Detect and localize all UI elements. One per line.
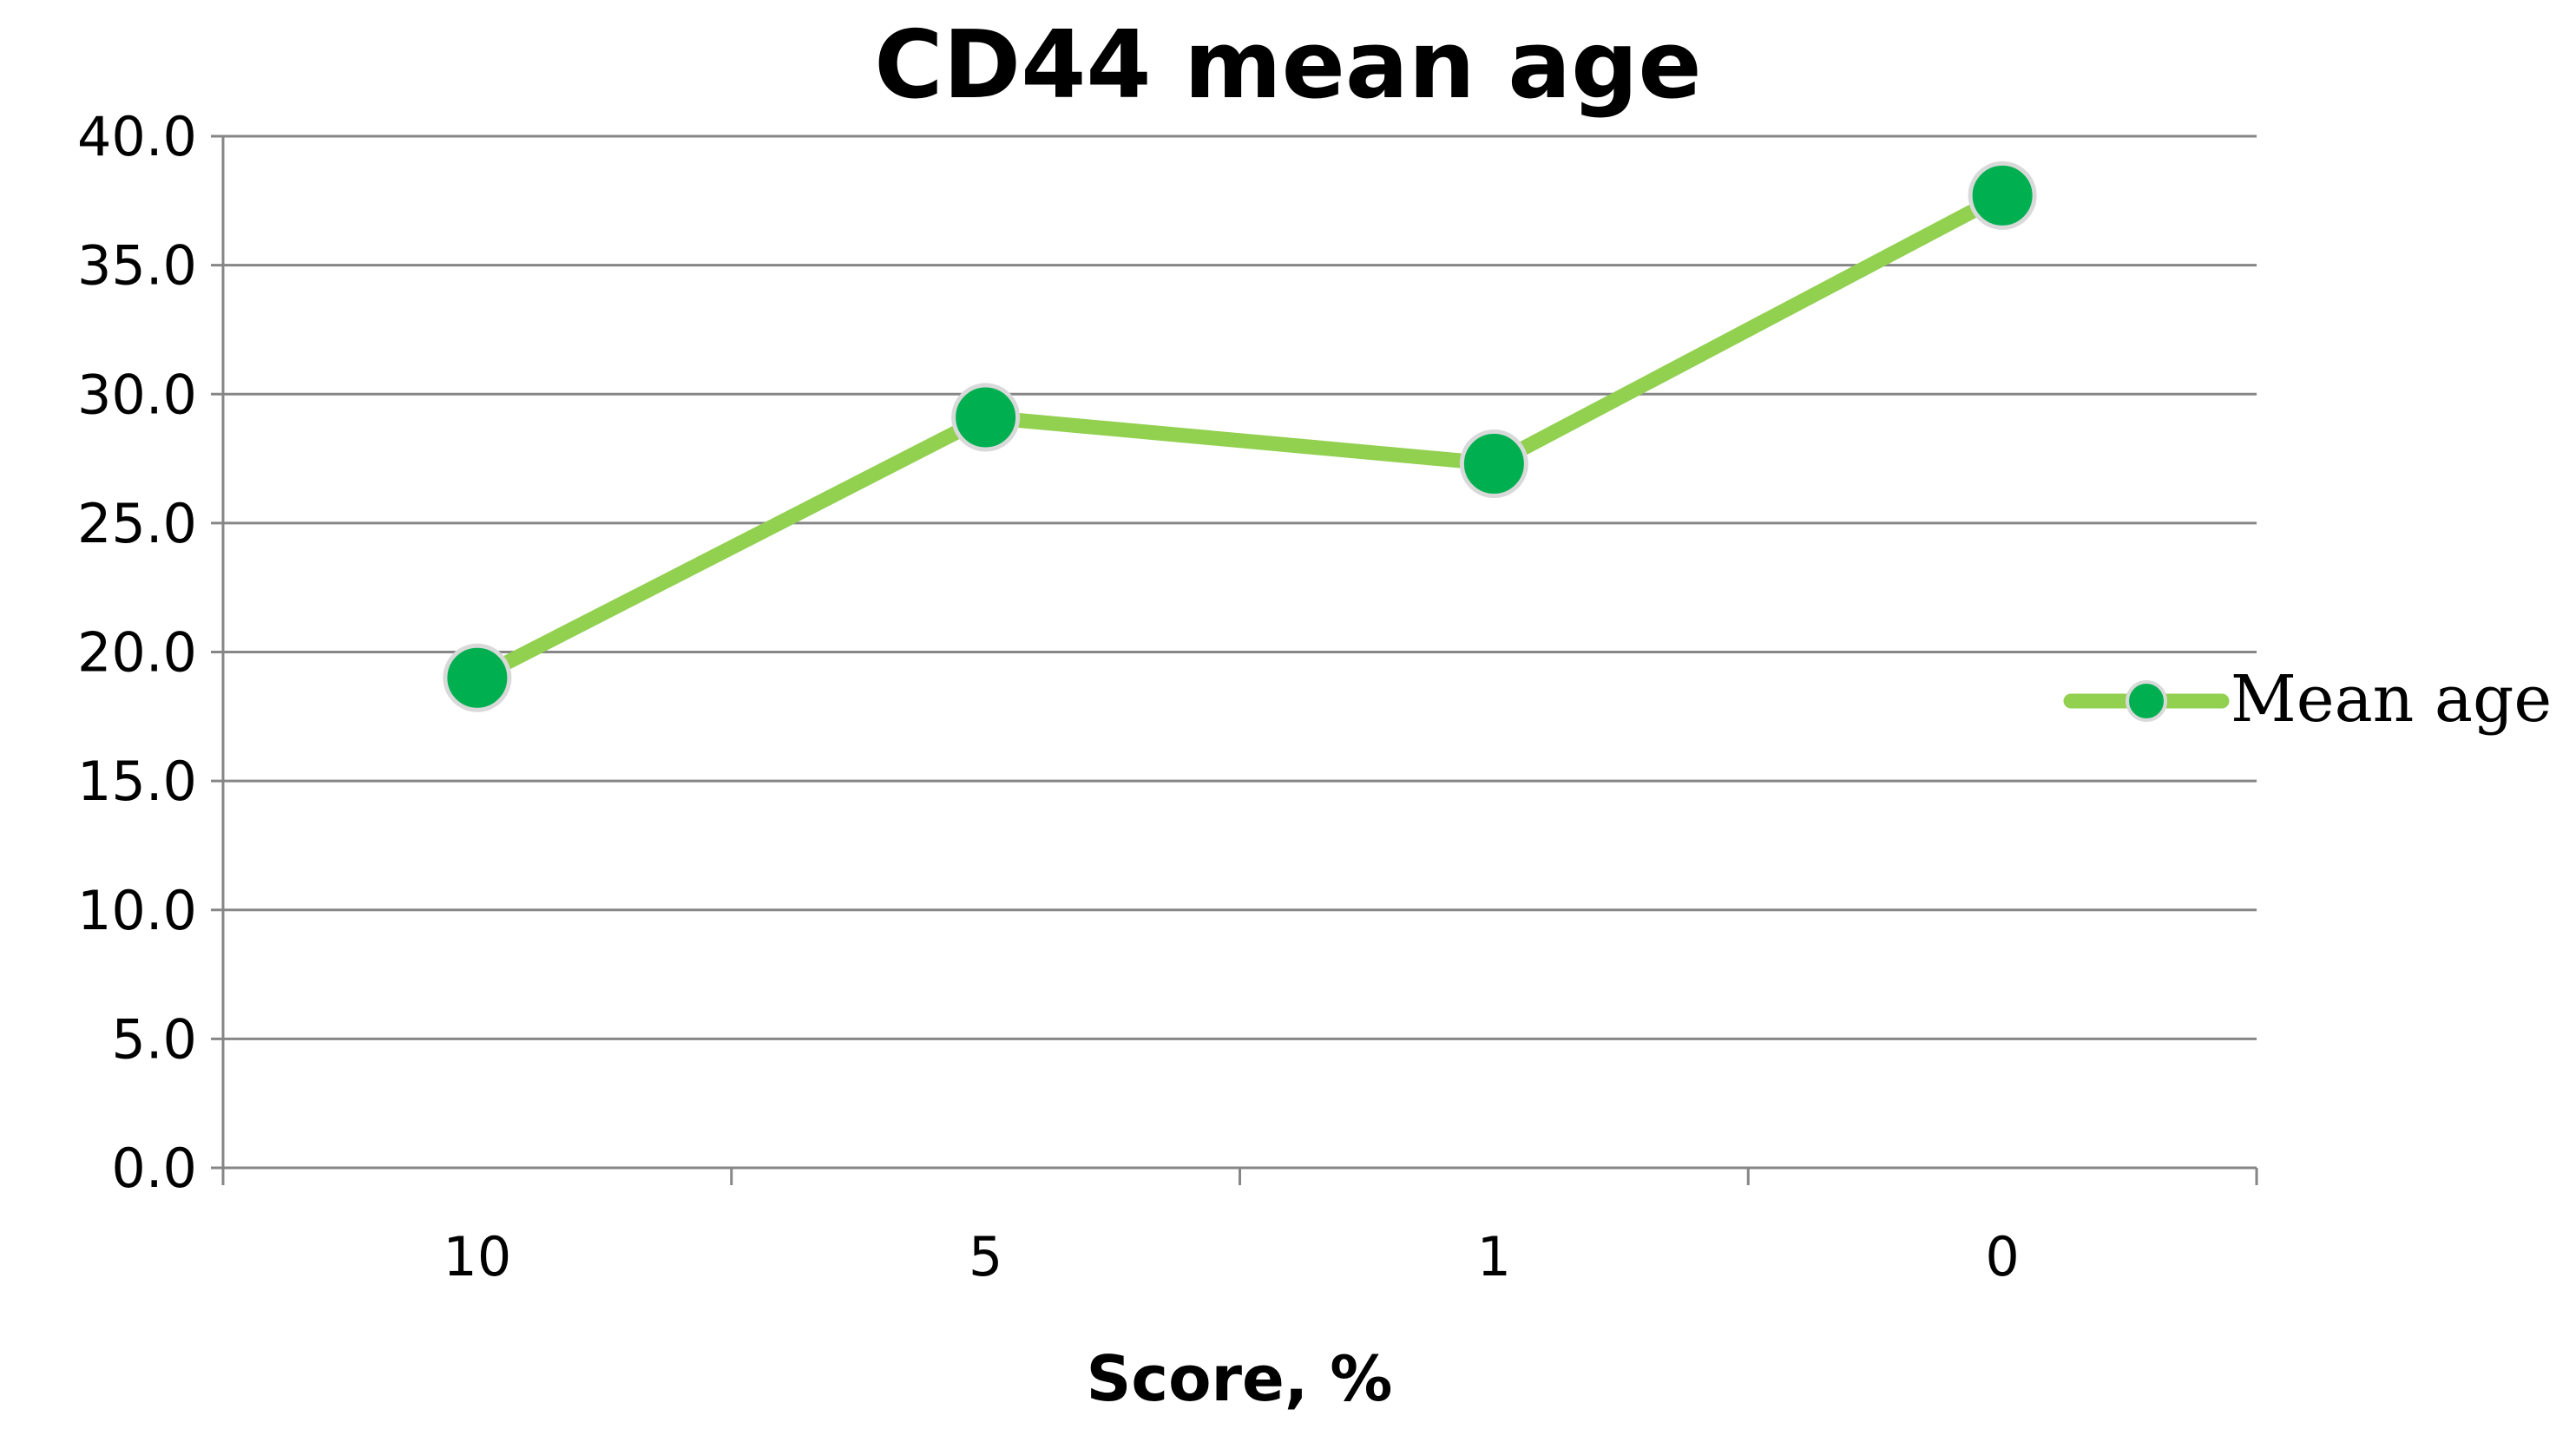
y-tick-label: 15.0 [77,750,197,813]
x-axis-tick-labels: 10 5 1 0 [443,1225,2019,1288]
series-line [470,187,2010,685]
x-tick-label: 5 [969,1225,1002,1288]
y-tick-label: 0.0 [111,1137,197,1200]
data-point [951,383,1021,452]
y-axis-tick-labels: 0.0 5.0 10.0 15.0 20.0 25.0 30.0 35.0 40.0 [77,105,197,1200]
x-tick-label: 0 [1985,1225,2019,1288]
data-point [443,643,512,712]
y-tick-label: 40.0 [77,105,197,168]
y-tick-label: 30.0 [77,363,197,426]
axes [211,134,2258,1185]
data-point [1459,429,1528,499]
legend: Mean age [2063,662,2552,737]
x-tick-label: 1 [1477,1225,1511,1288]
x-axis-title: Score, % [1087,1342,1393,1415]
y-tick-label: 5.0 [111,1007,197,1071]
y-tick-label: 25.0 [77,492,197,555]
legend-marker-swatch [2126,680,2167,722]
legend-label: Mean age [2231,662,2552,737]
data-point [1968,161,2037,230]
gridlines [223,134,2257,1040]
chart-title: CD44 mean age [874,11,1701,120]
x-tick-label: 10 [443,1225,511,1288]
y-tick-label: 20.0 [77,621,197,685]
y-tick-label: 35.0 [77,234,197,298]
series-mean-age [443,161,2037,712]
y-tick-label: 10.0 [77,879,197,942]
